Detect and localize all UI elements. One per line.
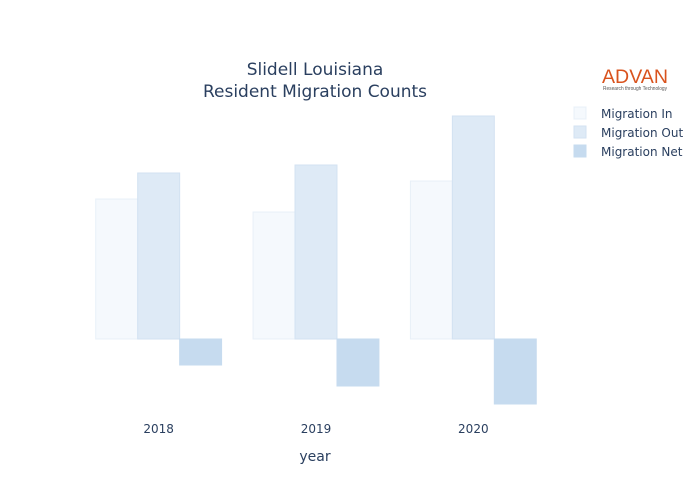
chart-title-line-2: Resident Migration Counts	[203, 82, 427, 102]
x-tick-label-2019: 2019	[301, 422, 332, 436]
logo-wordmark: ADVAN	[602, 67, 668, 88]
x-axis-title: year	[299, 449, 330, 465]
legend-item-migration-out[interactable]: Migration Out	[573, 125, 683, 140]
bar-migration-out-2018[interactable]	[137, 172, 181, 340]
legend-item-migration-net[interactable]: Migration Net	[573, 144, 683, 159]
logo-tagline: Research through Technology	[603, 86, 667, 92]
bar-migration-net-2020[interactable]	[493, 338, 537, 405]
bar-migration-in-2020[interactable]	[409, 180, 453, 340]
x-tick-label-2020: 2020	[458, 422, 489, 436]
legend-label: Migration In	[601, 107, 673, 121]
legend-swatch	[573, 106, 587, 120]
advan-logo: ADVAN Research through Technology	[602, 67, 668, 92]
legend-item-migration-in[interactable]: Migration In	[573, 106, 673, 121]
bars-group	[95, 115, 537, 405]
legend-swatch	[573, 144, 587, 158]
bar-migration-in-2018[interactable]	[95, 198, 139, 340]
legend-swatch	[573, 125, 587, 139]
x-tick-label-2018: 2018	[143, 422, 174, 436]
bar-migration-net-2018[interactable]	[179, 338, 223, 366]
bar-migration-in-2019[interactable]	[252, 211, 296, 340]
bar-migration-out-2020[interactable]	[451, 115, 495, 340]
chart-title-line-1: Slidell Louisiana	[247, 60, 384, 80]
bar-migration-net-2019[interactable]	[336, 338, 380, 387]
legend[interactable]: Migration In Migration Out Migration Net	[573, 106, 683, 159]
bar-migration-out-2019[interactable]	[294, 164, 338, 340]
legend-label: Migration Out	[601, 126, 683, 140]
legend-label: Migration Net	[601, 145, 683, 159]
x-tick-labels: 2018 2019 2020	[143, 422, 488, 436]
